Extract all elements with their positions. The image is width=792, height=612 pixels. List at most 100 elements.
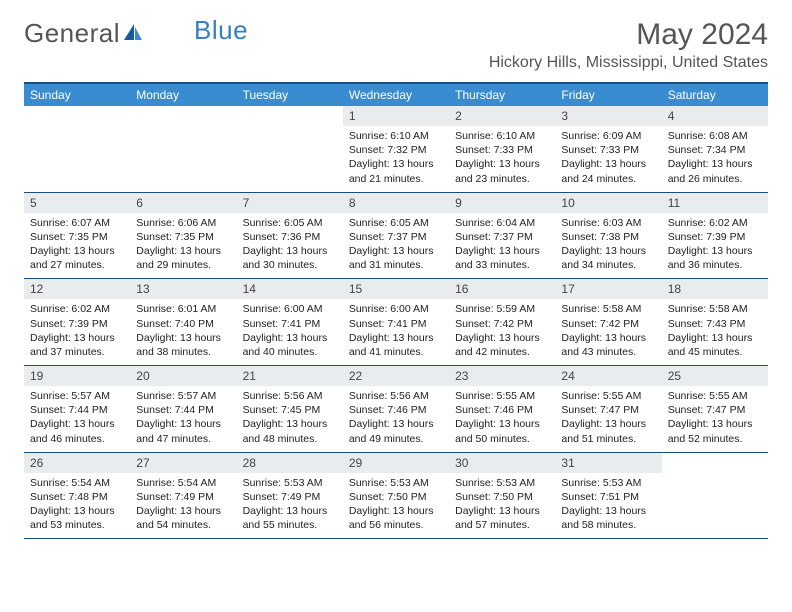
day-details: Sunrise: 5:54 AMSunset: 7:48 PMDaylight:…	[24, 473, 130, 539]
daylight-text: Daylight: 13 hours and 53 minutes.	[30, 504, 124, 532]
day-cell: 12Sunrise: 6:02 AMSunset: 7:39 PMDayligh…	[24, 279, 130, 365]
day-number: 9	[449, 193, 555, 213]
day-details: Sunrise: 5:56 AMSunset: 7:45 PMDaylight:…	[237, 386, 343, 452]
sunrise-text: Sunrise: 6:05 AM	[349, 216, 443, 230]
daylight-text: Daylight: 13 hours and 40 minutes.	[243, 331, 337, 359]
day-number: 30	[449, 453, 555, 473]
sunrise-text: Sunrise: 6:00 AM	[349, 302, 443, 316]
daylight-text: Daylight: 13 hours and 21 minutes.	[349, 157, 443, 185]
day-details: Sunrise: 6:09 AMSunset: 7:33 PMDaylight:…	[555, 126, 661, 192]
sunrise-text: Sunrise: 5:54 AM	[30, 476, 124, 490]
day-number: 13	[130, 279, 236, 299]
daylight-text: Daylight: 13 hours and 49 minutes.	[349, 417, 443, 445]
sunset-text: Sunset: 7:40 PM	[136, 317, 230, 331]
day-number: 31	[555, 453, 661, 473]
weeks-container: 1Sunrise: 6:10 AMSunset: 7:32 PMDaylight…	[24, 106, 768, 539]
sunset-text: Sunset: 7:50 PM	[349, 490, 443, 504]
daylight-text: Daylight: 13 hours and 37 minutes.	[30, 331, 124, 359]
day-details: Sunrise: 6:00 AMSunset: 7:41 PMDaylight:…	[237, 299, 343, 365]
day-cell: 24Sunrise: 5:55 AMSunset: 7:47 PMDayligh…	[555, 366, 661, 452]
day-number: 2	[449, 106, 555, 126]
sunrise-text: Sunrise: 6:07 AM	[30, 216, 124, 230]
day-details: Sunrise: 5:55 AMSunset: 7:47 PMDaylight:…	[555, 386, 661, 452]
day-number: 1	[343, 106, 449, 126]
sunset-text: Sunset: 7:42 PM	[561, 317, 655, 331]
day-cell: 5Sunrise: 6:07 AMSunset: 7:35 PMDaylight…	[24, 193, 130, 279]
day-cell: 15Sunrise: 6:00 AMSunset: 7:41 PMDayligh…	[343, 279, 449, 365]
sunrise-text: Sunrise: 5:54 AM	[136, 476, 230, 490]
day-details: Sunrise: 6:02 AMSunset: 7:39 PMDaylight:…	[662, 213, 768, 279]
sunset-text: Sunset: 7:46 PM	[455, 403, 549, 417]
daylight-text: Daylight: 13 hours and 48 minutes.	[243, 417, 337, 445]
day-number: 5	[24, 193, 130, 213]
sunrise-text: Sunrise: 6:03 AM	[561, 216, 655, 230]
day-header: Thursday	[449, 84, 555, 106]
day-number: 28	[237, 453, 343, 473]
sunrise-text: Sunrise: 5:59 AM	[455, 302, 549, 316]
day-cell: 9Sunrise: 6:04 AMSunset: 7:37 PMDaylight…	[449, 193, 555, 279]
title-block: May 2024 Hickory Hills, Mississippi, Uni…	[489, 18, 768, 72]
day-cell: 8 Sunrise: 6:05 AMSunset: 7:37 PMDaylight…	[343, 193, 449, 279]
sunrise-text: Sunrise: 6:05 AM	[243, 216, 337, 230]
sunrise-text: Sunrise: 6:10 AM	[455, 129, 549, 143]
sunset-text: Sunset: 7:44 PM	[136, 403, 230, 417]
daylight-text: Daylight: 13 hours and 30 minutes.	[243, 244, 337, 272]
day-cell: 4Sunrise: 6:08 AMSunset: 7:34 PMDaylight…	[662, 106, 768, 192]
day-details: Sunrise: 5:53 AMSunset: 7:51 PMDaylight:…	[555, 473, 661, 539]
sunrise-text: Sunrise: 5:57 AM	[30, 389, 124, 403]
day-cell: 2Sunrise: 6:10 AMSunset: 7:33 PMDaylight…	[449, 106, 555, 192]
day-details: Sunrise: 6:10 AMSunset: 7:32 PMDaylight:…	[343, 126, 449, 192]
sunrise-text: Sunrise: 6:08 AM	[668, 129, 762, 143]
sunset-text: Sunset: 7:37 PM	[455, 230, 549, 244]
day-details: Sunrise: 5:57 AMSunset: 7:44 PMDaylight:…	[24, 386, 130, 452]
sunset-text: Sunset: 7:49 PM	[136, 490, 230, 504]
daylight-text: Daylight: 13 hours and 31 minutes.	[349, 244, 443, 272]
sunset-text: Sunset: 7:49 PM	[243, 490, 337, 504]
sunrise-text: Sunrise: 5:58 AM	[668, 302, 762, 316]
day-number	[237, 106, 343, 112]
day-details: Sunrise: 5:54 AMSunset: 7:49 PMDaylight:…	[130, 473, 236, 539]
day-cell: 3Sunrise: 6:09 AMSunset: 7:33 PMDaylight…	[555, 106, 661, 192]
daylight-text: Daylight: 13 hours and 47 minutes.	[136, 417, 230, 445]
day-number: 14	[237, 279, 343, 299]
day-number: 18	[662, 279, 768, 299]
day-number: 4	[662, 106, 768, 126]
sunset-text: Sunset: 7:47 PM	[668, 403, 762, 417]
sunset-text: Sunset: 7:41 PM	[243, 317, 337, 331]
sunset-text: Sunset: 7:44 PM	[30, 403, 124, 417]
day-cell: 16Sunrise: 5:59 AMSunset: 7:42 PMDayligh…	[449, 279, 555, 365]
logo-text-2: Blue	[194, 15, 248, 46]
daylight-text: Daylight: 13 hours and 50 minutes.	[455, 417, 549, 445]
day-number: 16	[449, 279, 555, 299]
sunset-text: Sunset: 7:43 PM	[668, 317, 762, 331]
day-header: Sunday	[24, 84, 130, 106]
daylight-text: Daylight: 13 hours and 54 minutes.	[136, 504, 230, 532]
day-cell: 28Sunrise: 5:53 AMSunset: 7:49 PMDayligh…	[237, 453, 343, 539]
day-header-row: Sunday Monday Tuesday Wednesday Thursday…	[24, 84, 768, 106]
day-number: 12	[24, 279, 130, 299]
day-number: 8	[343, 193, 449, 213]
day-number: 23	[449, 366, 555, 386]
day-details: Sunrise: 5:58 AMSunset: 7:42 PMDaylight:…	[555, 299, 661, 365]
day-number: 6	[130, 193, 236, 213]
day-cell: 27Sunrise: 5:54 AMSunset: 7:49 PMDayligh…	[130, 453, 236, 539]
daylight-text: Daylight: 13 hours and 41 minutes.	[349, 331, 443, 359]
week-row: 5Sunrise: 6:07 AMSunset: 7:35 PMDaylight…	[24, 193, 768, 280]
sunrise-text: Sunrise: 6:09 AM	[561, 129, 655, 143]
day-number: 22	[343, 366, 449, 386]
sail-icon	[122, 18, 144, 49]
sunrise-text: Sunrise: 5:56 AM	[243, 389, 337, 403]
day-number	[24, 106, 130, 112]
day-cell: 13Sunrise: 6:01 AMSunset: 7:40 PMDayligh…	[130, 279, 236, 365]
sunrise-text: Sunrise: 5:57 AM	[136, 389, 230, 403]
day-details: Sunrise: 6:10 AMSunset: 7:33 PMDaylight:…	[449, 126, 555, 192]
header: General Blue May 2024 Hickory Hills, Mis…	[24, 18, 768, 72]
day-cell: 23Sunrise: 5:55 AMSunset: 7:46 PMDayligh…	[449, 366, 555, 452]
week-row: 19Sunrise: 5:57 AMSunset: 7:44 PMDayligh…	[24, 366, 768, 453]
sunset-text: Sunset: 7:37 PM	[349, 230, 443, 244]
sunset-text: Sunset: 7:42 PM	[455, 317, 549, 331]
day-number	[662, 453, 768, 459]
daylight-text: Daylight: 13 hours and 43 minutes.	[561, 331, 655, 359]
day-cell: 6Sunrise: 6:06 AMSunset: 7:35 PMDaylight…	[130, 193, 236, 279]
sunset-text: Sunset: 7:41 PM	[349, 317, 443, 331]
